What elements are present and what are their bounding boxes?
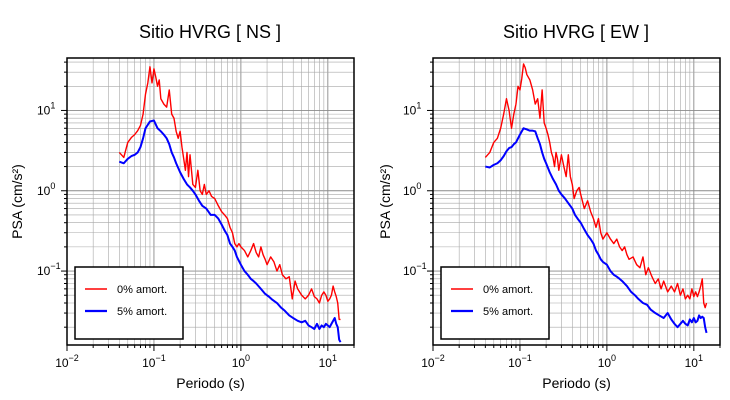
legend-label: 5% amort. — [483, 306, 533, 318]
x-tick-label: 10−1 — [142, 353, 166, 370]
x-tick-label: 101 — [319, 353, 337, 370]
series-line-damping-0 — [118, 66, 341, 321]
chart-title: Sitio HVRG [ EW ] — [503, 22, 649, 42]
legend-label: 0% amort. — [117, 284, 167, 296]
series-line-damping-0 — [484, 63, 708, 309]
series-line-damping-5 — [119, 119, 342, 343]
y-axis-label: PSA (cm/s²) — [377, 164, 393, 239]
legend-label: 5% amort. — [117, 306, 167, 318]
ticks — [427, 61, 721, 351]
y-tick-label: 100 — [403, 181, 421, 198]
legend: 0% amort. 5% amort. — [440, 266, 550, 340]
legend-box — [440, 266, 550, 340]
y-tick-label: 10−1 — [37, 261, 61, 278]
x-tick-label: 10−2 — [55, 353, 79, 370]
plot-frame — [66, 57, 355, 346]
x-tick-label: 100 — [598, 353, 616, 370]
x-tick-label: 10−1 — [508, 353, 532, 370]
y-tick-label: 101 — [403, 100, 421, 117]
legend-box — [74, 266, 184, 340]
series-group — [118, 66, 342, 343]
legend: 0% amort. 5% amort. — [74, 266, 184, 340]
chart-panel-2: 10−2 10−1 100 101 10−1 100 101 Sitio HVRG [ EW … — [377, 22, 721, 391]
y-tick-label: 101 — [37, 100, 55, 117]
ticks — [61, 61, 355, 351]
y-axis-label: PSA (cm/s²) — [9, 164, 25, 239]
legend-label: 0% amort. — [483, 284, 533, 296]
x-tick-label: 10−2 — [421, 353, 445, 370]
x-axis-label: Periodo (s) — [176, 375, 244, 391]
x-tick-label: 100 — [232, 353, 250, 370]
y-tick-label: 100 — [37, 181, 55, 198]
x-tick-label: 101 — [685, 353, 703, 370]
y-tick-label: 10−1 — [403, 261, 427, 278]
series-group — [484, 63, 708, 334]
plot-frame — [432, 57, 721, 346]
chart-panel-1: 10−2 10−1 100 101 10−1 100 101 Sitio HVRG [ NS … — [9, 22, 355, 391]
series-line-damping-5 — [485, 127, 708, 334]
chart-title: Sitio HVRG [ NS ] — [139, 22, 281, 42]
x-axis-label: Periodo (s) — [542, 375, 610, 391]
